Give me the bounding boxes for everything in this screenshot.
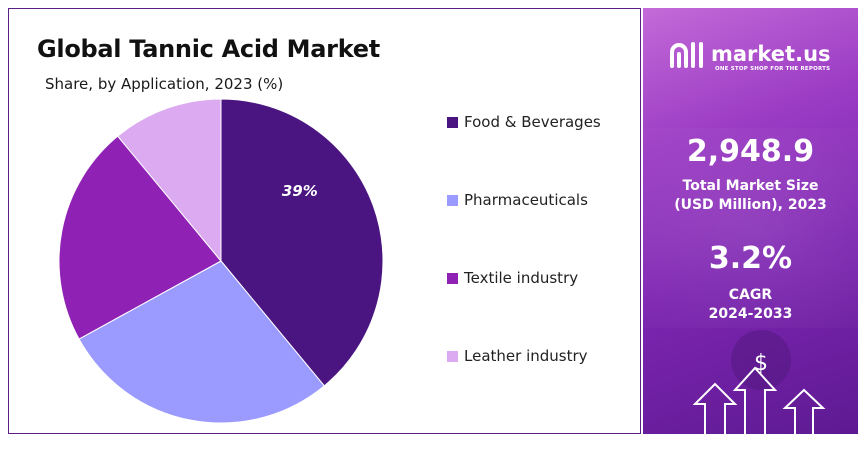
- market-size-value: 2,948.9: [686, 134, 815, 169]
- arrow-up-icon: [692, 382, 738, 434]
- data-label: 39%: [282, 182, 318, 200]
- pie-slice-leather-industry: [117, 98, 222, 263]
- legend-label: Leather industry: [464, 347, 588, 365]
- legend-label: Food & Beverages: [464, 113, 601, 131]
- legend-swatch: [447, 116, 458, 128]
- pie-slice-textile-industry: [58, 135, 222, 340]
- legend-swatch: [447, 194, 458, 206]
- cagr-period-label: 2024-2033: [708, 306, 793, 322]
- growth-decoration: $: [692, 330, 826, 434]
- market-size-label: Total Market Size: [682, 178, 819, 194]
- legend-item-textile-industry: Textile industry: [447, 269, 578, 287]
- dollar-coin-shape: [731, 330, 791, 390]
- summary-panel: market.us ONE STOP SHOP FOR THE REPORTS …: [643, 8, 858, 434]
- market-us-logo-icon: [670, 42, 703, 68]
- pie-chart: 39%: [58, 98, 384, 424]
- panel-glow: [643, 128, 858, 328]
- brand-name: market.us: [711, 42, 831, 66]
- chart-subtitle: Share, by Application, 2023 (%): [45, 75, 284, 93]
- legend-swatch: [447, 272, 458, 284]
- brand-logo: market.us: [669, 40, 831, 68]
- arrow-up-icon: [732, 366, 778, 434]
- chart-card: Global Tannic Acid Market Share, by Appl…: [8, 8, 641, 434]
- pie-slice-food-beverages: [220, 98, 384, 387]
- pie-slice-pharmaceuticals: [78, 260, 325, 424]
- brand-tagline: ONE STOP SHOP FOR THE REPORTS: [715, 66, 831, 72]
- cagr-value: 3.2%: [708, 241, 793, 276]
- legend-label: Textile industry: [464, 269, 579, 287]
- legend-item-food-beverages: Food & Beverages: [447, 113, 601, 131]
- legend-item-pharmaceuticals: Pharmaceuticals: [447, 191, 588, 209]
- legend-swatch: [447, 350, 458, 362]
- cagr-label: CAGR: [728, 287, 773, 303]
- dollar-icon: $: [754, 351, 768, 376]
- legend-label: Pharmaceuticals: [464, 191, 588, 209]
- chart-title: Global Tannic Acid Market: [37, 35, 380, 63]
- legend-item-leather-industry: Leather industry: [447, 347, 588, 365]
- arrow-up-icon: [782, 388, 826, 434]
- market-size-unit-label: (USD Million), 2023: [674, 197, 827, 213]
